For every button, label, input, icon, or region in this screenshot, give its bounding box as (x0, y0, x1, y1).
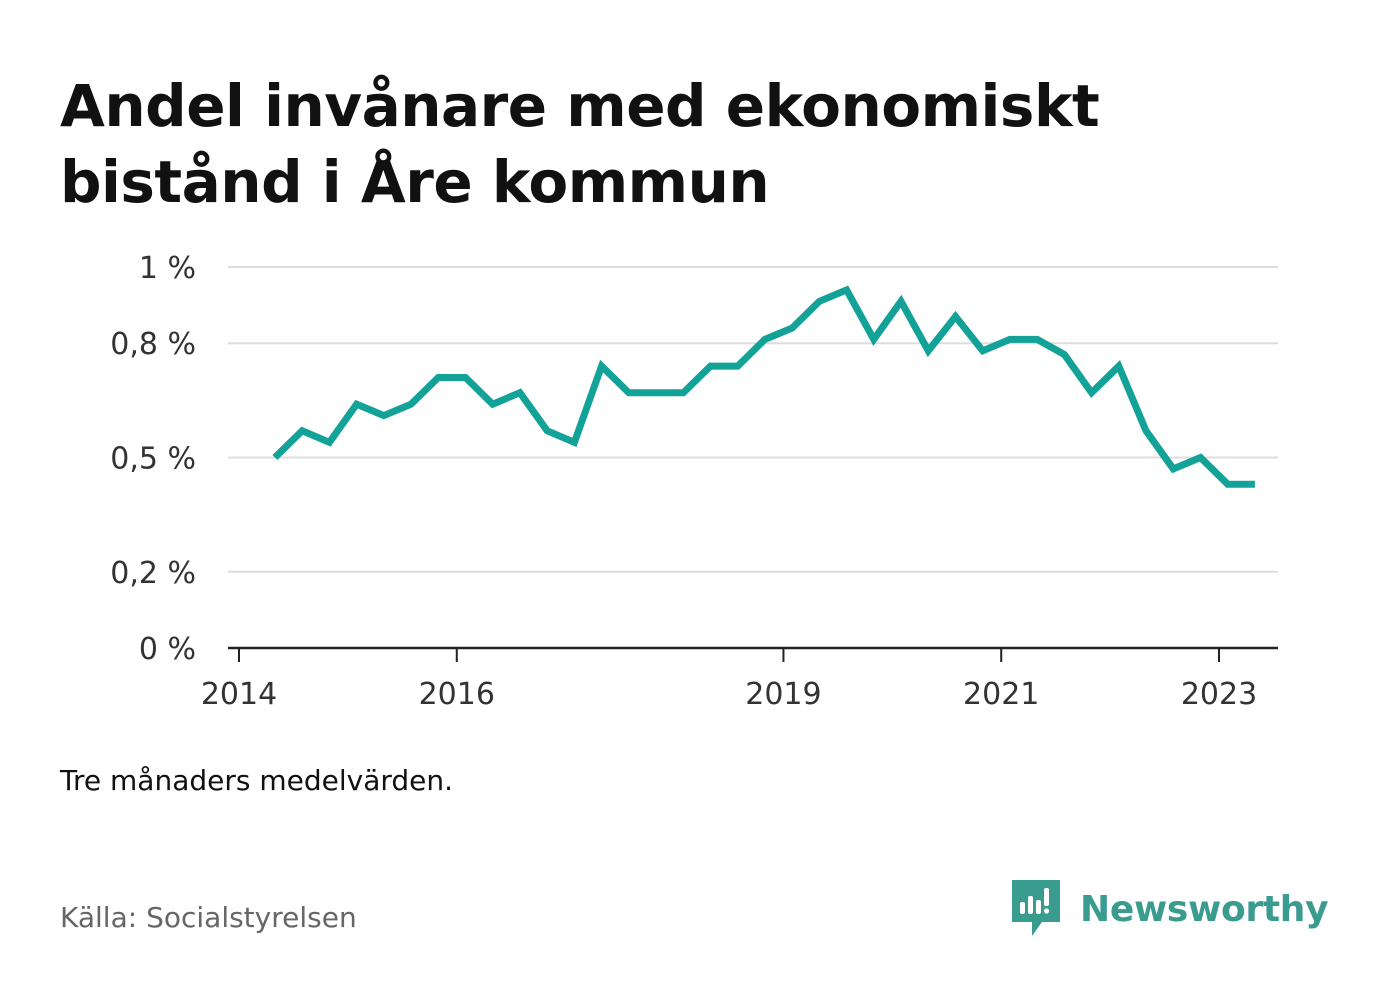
x-tick-label: 2014 (201, 677, 277, 712)
x-axis: 2014 2016 2019 2021 2023 (201, 646, 1278, 712)
source-credit: Källa: Socialstyrelsen (60, 901, 357, 934)
y-tick-label: 0 % (139, 632, 196, 667)
y-axis-tick-labels: 0 % 0,2 % 0,5 % 0,8 % 1 % (110, 251, 196, 667)
series-line (272, 285, 1255, 488)
x-tick-label: 2021 (963, 677, 1039, 712)
y-tick-label: 0,5 % (110, 442, 196, 477)
x-tick-label: 2016 (419, 677, 495, 712)
brand-logo: Newsworthy (1010, 878, 1329, 940)
series-layer (272, 285, 1255, 488)
chart-note: Tre månaders medelvärden. (60, 764, 454, 797)
brand-name: Newsworthy (1080, 888, 1329, 930)
y-tick-label: 0,2 % (110, 556, 196, 591)
chart-title: Andel invånare med ekonomiskt bistånd i … (60, 72, 1100, 216)
x-tick-label: 2019 (745, 677, 821, 712)
y-tick-label: 1 % (139, 251, 196, 286)
newsworthy-logo-icon (1012, 880, 1060, 936)
gridlines (228, 266, 1278, 573)
y-tick-label: 0,8 % (110, 327, 196, 362)
x-tick-label: 2023 (1181, 677, 1257, 712)
